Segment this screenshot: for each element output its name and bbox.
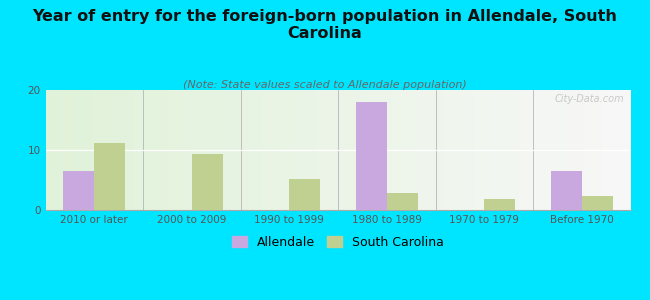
Text: City-Data.com: City-Data.com: [555, 94, 625, 103]
Bar: [192, 154, 223, 210]
Bar: [551, 171, 582, 210]
Bar: [63, 171, 94, 210]
Bar: [289, 179, 320, 210]
Bar: [94, 143, 125, 210]
Text: Year of entry for the foreign-born population in Allendale, South
Carolina: Year of entry for the foreign-born popul…: [32, 9, 617, 41]
Bar: [484, 199, 515, 210]
Text: (Note: State values scaled to Allendale population): (Note: State values scaled to Allendale …: [183, 80, 467, 89]
Bar: [356, 102, 387, 210]
Bar: [387, 193, 418, 210]
Bar: [582, 196, 613, 210]
Legend: Allendale, South Carolina: Allendale, South Carolina: [227, 231, 449, 254]
